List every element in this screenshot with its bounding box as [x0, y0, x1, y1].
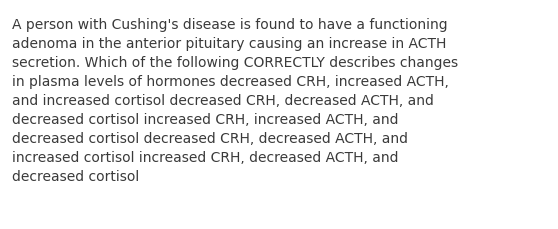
Text: A person with Cushing's disease is found to have a functioning
adenoma in the an: A person with Cushing's disease is found…: [12, 18, 458, 183]
